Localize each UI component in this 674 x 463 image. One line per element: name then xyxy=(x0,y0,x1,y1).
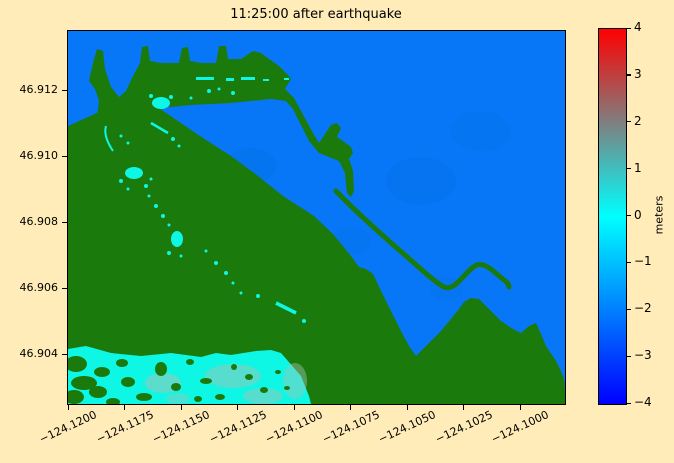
y-tick-mark xyxy=(62,155,67,157)
x-tick-label: −124.1175 xyxy=(93,408,156,446)
colorbar-tick-label: 2 xyxy=(634,113,642,128)
y-tick-label: 46.904 xyxy=(19,347,59,360)
plot-title: 11:25:00 after earthquake xyxy=(230,7,402,22)
x-tick-mark xyxy=(463,405,465,410)
jetty-line xyxy=(333,188,512,291)
y-tick-mark xyxy=(62,287,67,289)
colorbar-tick-mark xyxy=(626,168,631,170)
colorbar-tick-mark xyxy=(626,261,631,264)
colorbar-tick-label: 3 xyxy=(634,66,642,81)
colorbar-tick-mark xyxy=(626,402,631,404)
x-tick-mark xyxy=(350,405,352,410)
x-tick-mark xyxy=(237,405,239,410)
beach-tint-patches xyxy=(145,363,307,404)
mainland-region xyxy=(68,104,565,404)
y-tick-mark xyxy=(62,353,67,355)
map-plot-area xyxy=(67,30,566,405)
y-tick-mark xyxy=(62,89,67,91)
x-tick-label: −124.1075 xyxy=(319,408,382,446)
colorbar-tick-label: 0 xyxy=(634,207,642,222)
beach-green-speckles xyxy=(68,356,290,404)
colorbar-tick-mark xyxy=(626,27,631,29)
x-tick-label: −124.1125 xyxy=(206,408,269,446)
colorbar-tick-label: −4 xyxy=(634,395,652,409)
colorbar-tick-label: −1 xyxy=(634,254,652,269)
colorbar-tick-label: −3 xyxy=(634,348,652,363)
colorbar-tick-label: 4 xyxy=(634,20,642,34)
x-tick-label: −124.1150 xyxy=(150,408,212,446)
colorbar-tick-mark xyxy=(626,74,631,76)
x-tick-label: −124.1025 xyxy=(432,408,495,446)
x-tick-mark xyxy=(519,405,521,410)
x-tick-label: −124.1100 xyxy=(263,408,325,446)
x-tick-label: −124.1000 xyxy=(489,408,551,446)
x-tick-label: −124.1050 xyxy=(376,408,438,446)
x-tick-mark xyxy=(124,405,126,410)
colorbar-tick-label: 1 xyxy=(634,160,642,175)
y-tick-label: 46.906 xyxy=(19,281,59,294)
x-tick-mark xyxy=(180,405,182,410)
y-tick-mark xyxy=(62,221,67,223)
y-tick-label: 46.908 xyxy=(19,215,59,228)
colorbar-tick-mark xyxy=(626,215,631,217)
colorbar-tick-label: −2 xyxy=(634,301,652,316)
land-shallow-speckles xyxy=(104,77,306,323)
peninsula-region xyxy=(89,46,354,197)
colorbar-tick-mark xyxy=(626,308,631,310)
colorbar xyxy=(598,28,627,405)
colorbar-axis-label: meters xyxy=(652,195,666,235)
x-tick-mark xyxy=(293,405,295,410)
x-tick-label: −124.1200 xyxy=(37,408,99,446)
colorbar-tick-mark xyxy=(626,355,631,357)
colorbar-tick-mark xyxy=(626,121,631,123)
y-tick-label: 46.912 xyxy=(19,83,59,96)
x-tick-mark xyxy=(67,405,69,410)
map-canvas xyxy=(68,31,565,404)
x-tick-mark xyxy=(406,405,408,410)
beach-shallow-region xyxy=(68,346,311,404)
y-tick-label: 46.910 xyxy=(19,149,59,162)
